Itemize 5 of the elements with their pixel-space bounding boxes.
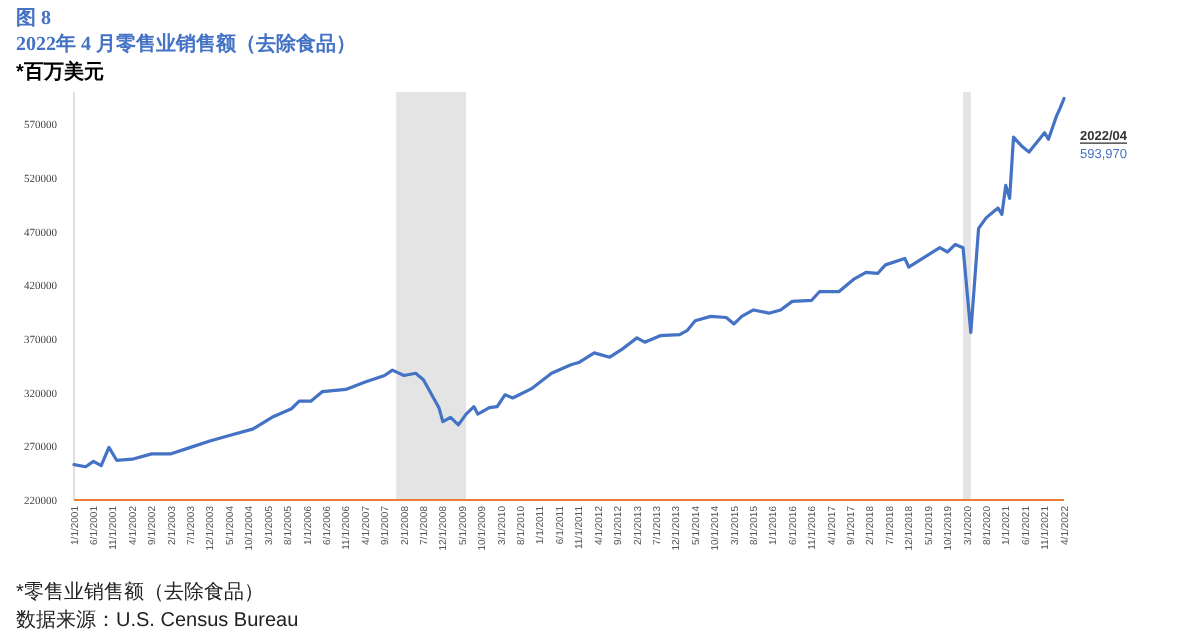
title: 图 8 [16,8,51,30]
subtitle: 2022年 4 月零售业销售额（去除食品） [16,34,356,56]
annotation: *零售业销售额（去除食品） [16,582,264,604]
annotation: 数据来源：U.S. Census Bureau [16,610,299,632]
ylabel: *百万美元 [16,62,104,84]
